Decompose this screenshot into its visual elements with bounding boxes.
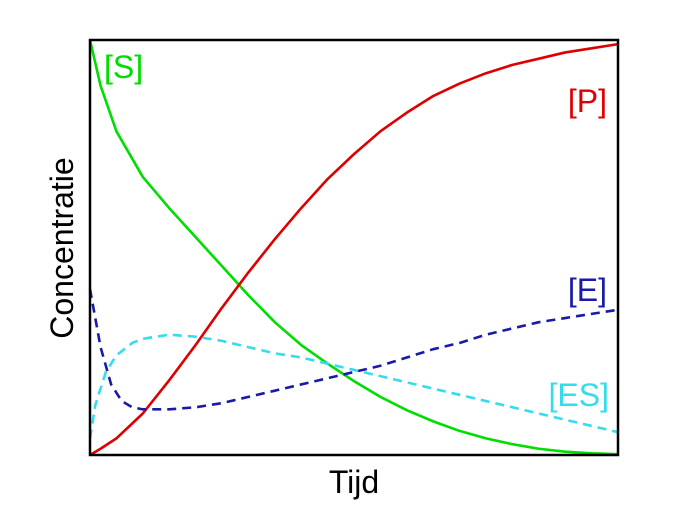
series-layer: [88, 39, 619, 457]
plot-frame: [88, 38, 620, 457]
y-axis-label: Concentratie: [44, 157, 80, 338]
series-line-e: [88, 288, 619, 411]
series-label-layer: [S] [P] [E] [ES]: [104, 49, 609, 413]
series-line-p: [89, 42, 619, 457]
series-label-s: [S]: [104, 49, 143, 85]
x-axis-label: Tijd: [329, 464, 379, 500]
series-label-es: [ES]: [549, 377, 609, 413]
series-line-es: [88, 333, 619, 439]
series-label-e: [E]: [568, 272, 607, 308]
series-label-p: [P]: [568, 83, 607, 119]
series-line-s: [88, 39, 619, 456]
